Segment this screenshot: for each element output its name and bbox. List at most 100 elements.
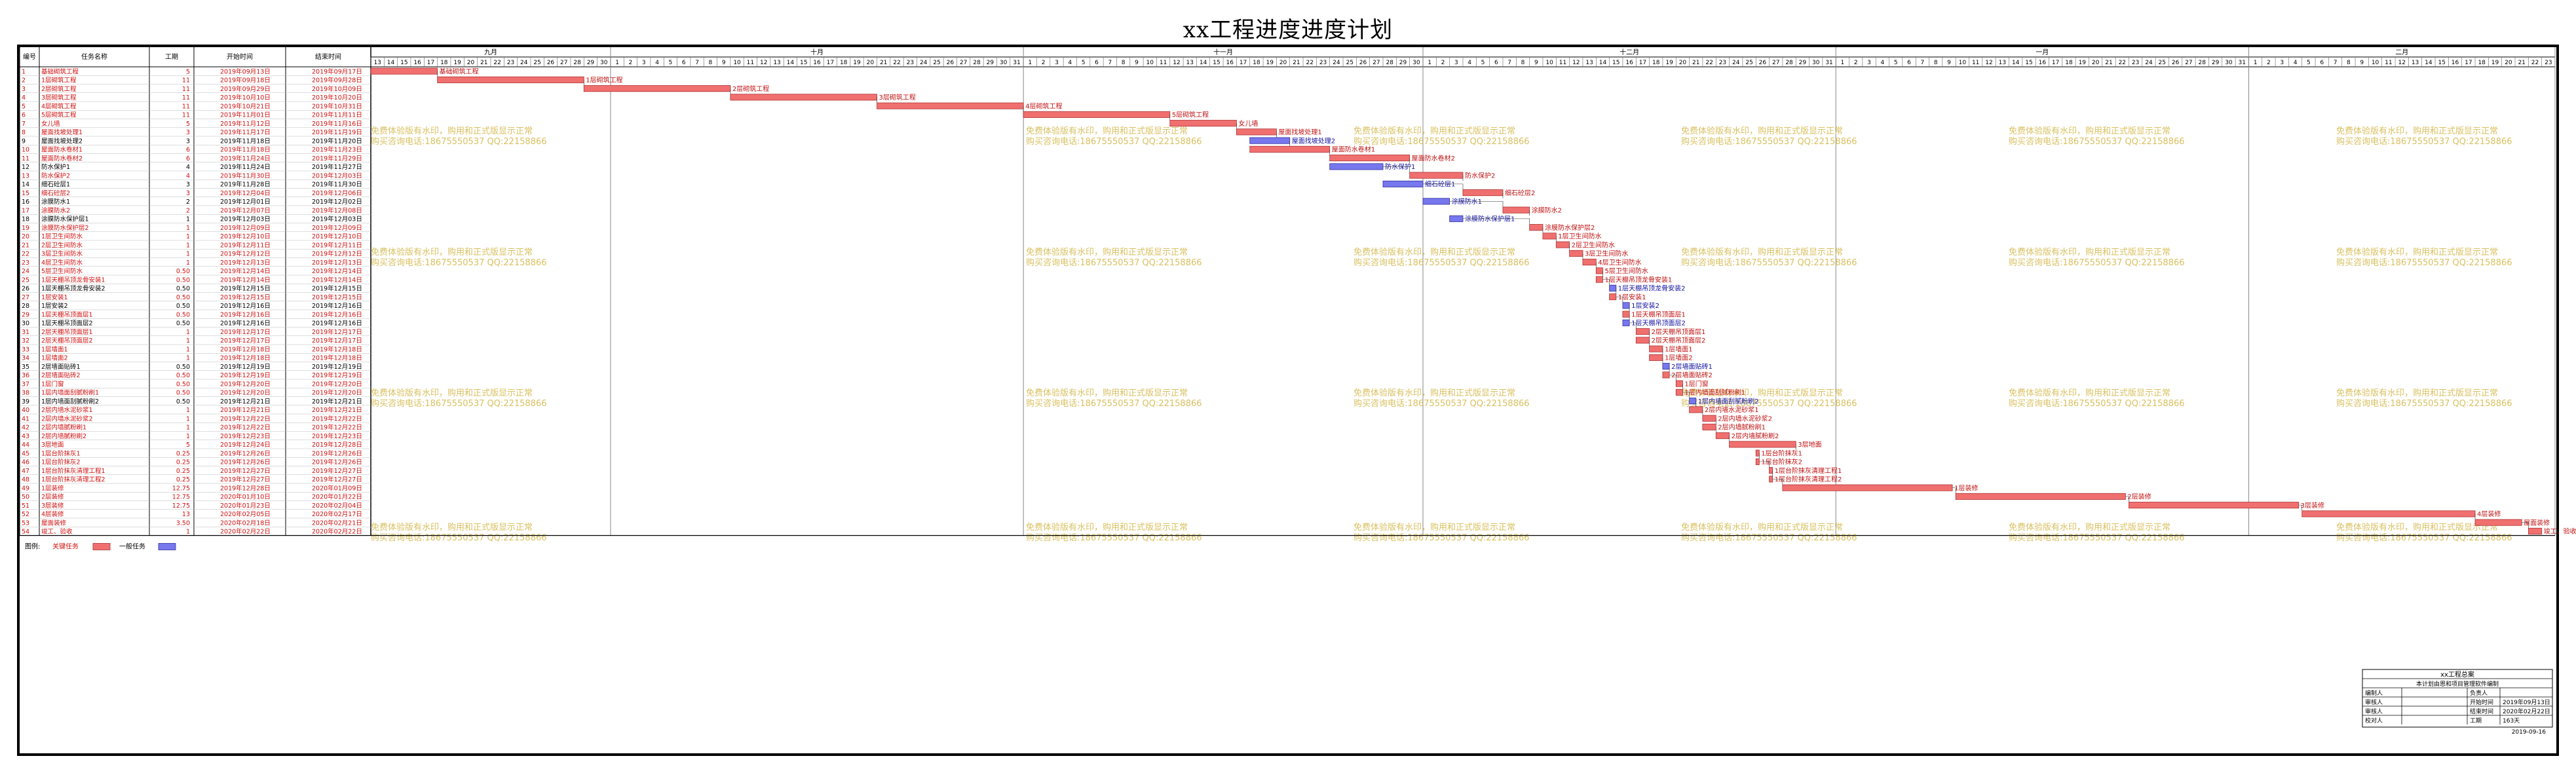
task-name: 5层砌筑工程 [41, 111, 77, 119]
day-label: 20 [867, 60, 875, 66]
day-label: 12 [1173, 60, 1180, 66]
task-bar [1422, 198, 1450, 205]
task-bar-label: 2层内墙腻粉刷1 [1718, 423, 1766, 432]
task-duration: 1 [186, 233, 190, 240]
task-end: 2019年10月31日 [312, 102, 362, 110]
task-duration: 0.50 [176, 372, 190, 379]
task-bar [1609, 284, 1617, 291]
month-label: 二月 [2395, 48, 2408, 56]
task-name: 2层墙面贴砖1 [41, 363, 81, 371]
day-label: 10 [2372, 60, 2379, 66]
day-label: 18 [1652, 60, 1660, 66]
day-label: 26 [1359, 60, 1367, 66]
task-bar [1529, 224, 1544, 231]
task-name: 3层砌筑工程 [41, 94, 77, 102]
task-id: 35 [22, 364, 29, 371]
watermark-line2: 购买咨询电话:18675550537 QQ:22158866 [2009, 533, 2185, 543]
task-bar-label: 1层天棚吊顶龙骨安装2 [1618, 284, 1686, 293]
day-label: 6 [1907, 60, 1911, 66]
day-label: 23 [1319, 60, 1327, 66]
task-bar [1715, 432, 1730, 440]
task-start: 2019年10月21日 [220, 102, 271, 110]
info-box-cell: 工期 [2470, 717, 2482, 724]
task-name: 1层安装2 [41, 302, 68, 310]
task-bar [1689, 406, 1703, 413]
day-label: 3 [1867, 60, 1871, 66]
task-start: 2019年12月17日 [220, 337, 271, 345]
task-bar [1782, 484, 1953, 491]
day-label: 4 [655, 60, 659, 66]
day-label: 20 [467, 60, 475, 66]
task-duration: 1 [186, 251, 190, 258]
task-bar [1236, 128, 1277, 136]
task-name: 4层装修 [41, 510, 64, 518]
watermark-line1: 免费体验版有水印，购用和正式版显示正常 [1354, 126, 1515, 136]
task-id: 9 [22, 138, 26, 145]
task-name: 屋面装修 [41, 519, 67, 527]
task-start: 2019年12月04日 [220, 189, 271, 197]
day-label: 12 [2398, 60, 2405, 66]
task-bar [1662, 363, 1670, 370]
day-label: 29 [2212, 60, 2220, 66]
task-start: 2019年12月15日 [220, 285, 271, 293]
task-bar [1329, 163, 1384, 170]
task-id: 18 [22, 216, 29, 223]
task-bar-label: 女儿墙 [1238, 119, 1258, 128]
day-label: 16 [413, 60, 421, 66]
day-label: 4 [1881, 60, 1885, 66]
task-bar [1702, 423, 1716, 430]
task-duration: 0.25 [176, 450, 190, 457]
task-id: 38 [22, 390, 29, 397]
task-id: 11 [22, 155, 29, 162]
task-id: 40 [22, 407, 29, 414]
task-end: 2019年12月10日 [312, 233, 362, 240]
day-label: 25 [933, 60, 940, 66]
task-duration: 13 [182, 511, 190, 518]
legend-normal-swatch [158, 543, 176, 550]
task-name: 4层砌筑工程 [41, 102, 77, 110]
task-duration: 0.50 [176, 268, 190, 275]
task-name: 2层内墙腻粉刷2 [41, 432, 86, 440]
day-label: 21 [2105, 60, 2112, 66]
task-name: 1层天棚吊顶龙骨安装2 [41, 285, 105, 293]
day-label: 14 [2012, 60, 2020, 66]
day-label: 22 [1306, 60, 1313, 66]
watermark-line1: 免费体验版有水印，购用和正式版显示正常 [1026, 388, 1188, 398]
task-bar [583, 85, 731, 92]
dependency-link [1463, 218, 1530, 225]
task-bar [1595, 267, 1603, 274]
task-end: 2019年11月19日 [312, 128, 362, 136]
task-id: 3 [22, 86, 26, 93]
task-id: 37 [22, 381, 29, 388]
task-id: 27 [22, 294, 29, 301]
task-name: 1层天棚吊顶面层1 [41, 310, 93, 318]
task-id: 54 [22, 529, 29, 536]
watermark-line1: 免费体验版有水印，购用和正式版显示正常 [1681, 247, 1843, 257]
day-label: 30 [2225, 60, 2233, 66]
day-label: 3 [2280, 60, 2284, 66]
task-name: 细石砼层2 [41, 189, 70, 197]
task-start: 2019年12月21日 [220, 406, 271, 414]
watermark-line2: 购买咨询电话:18675550537 QQ:22158866 [1354, 136, 1530, 147]
watermark-line1: 免费体验版有水印，购用和正式版显示正常 [2009, 522, 2170, 533]
day-label: 29 [987, 60, 994, 66]
task-id: 16 [22, 198, 29, 206]
task-id: 51 [22, 502, 29, 510]
task-id: 32 [22, 337, 29, 345]
task-end: 2019年12月16日 [312, 310, 362, 318]
task-end: 2019年12月21日 [312, 406, 362, 414]
task-id: 24 [22, 268, 29, 275]
task-id: 26 [22, 286, 29, 293]
task-id: 44 [22, 442, 29, 449]
day-label: 25 [1745, 60, 1752, 66]
task-end: 2019年12月17日 [312, 337, 362, 345]
task-name: 涂膜防水1 [41, 198, 70, 206]
day-label: 14 [1200, 60, 1207, 66]
day-label: 15 [1612, 60, 1619, 66]
task-end: 2019年09月28日 [312, 77, 362, 85]
day-label: 14 [1599, 60, 1607, 66]
info-box-cell: 2019年09月13日 [2503, 698, 2550, 706]
day-label: 1 [1428, 60, 1431, 66]
day-label: 31 [1013, 60, 1020, 66]
task-duration: 11 [182, 86, 190, 93]
